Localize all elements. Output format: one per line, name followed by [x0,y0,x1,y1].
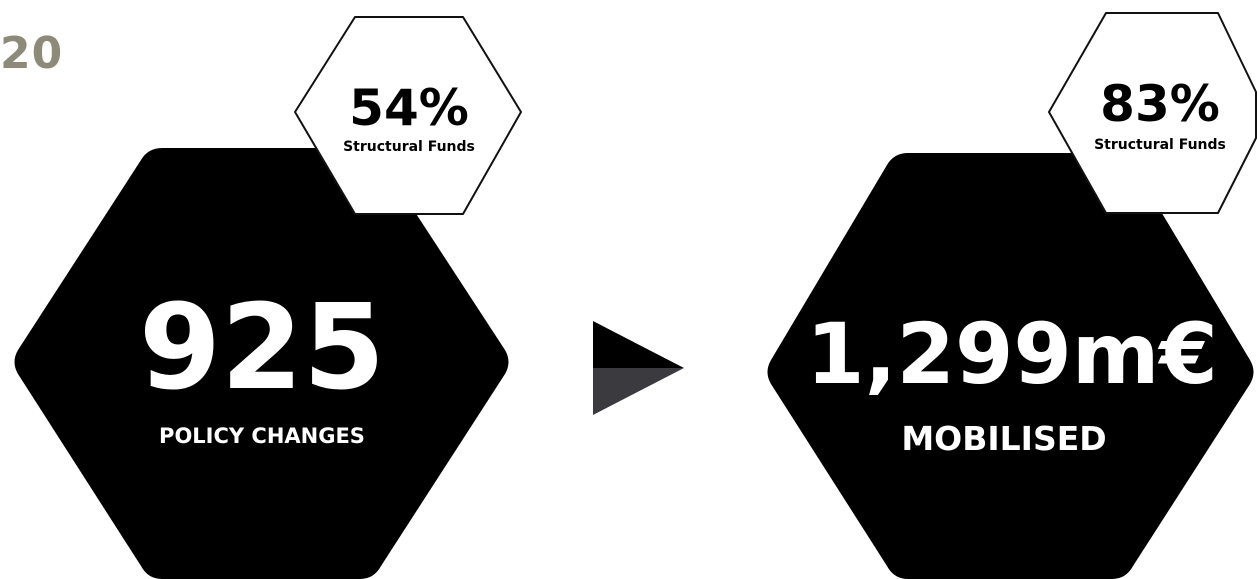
right-badge-caption: Structural Funds [1094,137,1226,153]
right-main-value: 1,299m€ [806,305,1218,403]
left-main-value: 925 [139,278,385,416]
left-stat-group: 925 POLICY CHANGES 54% Structural Funds [14,16,522,579]
right-main-hexagon [767,153,1254,579]
left-badge-caption: Structural Funds [343,139,475,155]
left-badge-value: 54% [349,79,469,137]
arrow-top-half [593,321,684,368]
arrow-bottom-half [593,368,684,415]
right-main-caption: MOBILISED [901,419,1106,458]
left-main-caption: POLICY CHANGES [159,424,365,448]
right-stat-group: 1,299m€ MOBILISED 83% Structural Funds [767,12,1257,579]
corner-label: 20 [0,28,64,79]
left-main-hexagon [14,148,509,579]
right-arrow-icon [593,321,684,415]
left-badge-hexagon [294,16,522,215]
right-badge-hexagon [1048,12,1257,214]
right-badge-value: 83% [1100,75,1220,133]
